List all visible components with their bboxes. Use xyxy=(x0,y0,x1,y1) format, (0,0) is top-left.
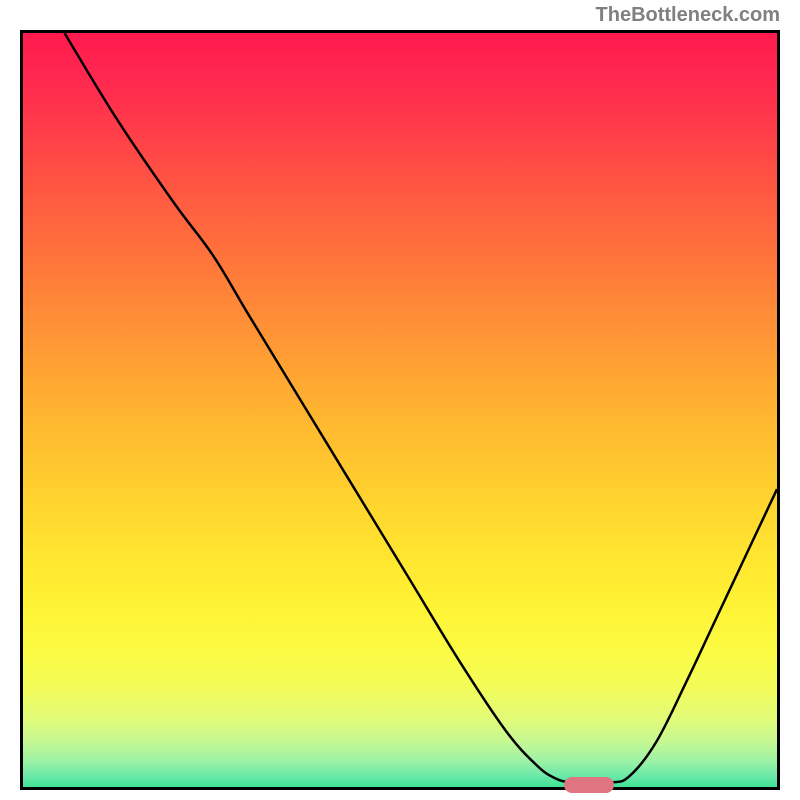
bottleneck-curve xyxy=(23,33,777,787)
bottleneck-chart xyxy=(20,30,780,790)
watermark-text: TheBottleneck.com xyxy=(596,4,780,27)
optimal-marker xyxy=(564,777,614,793)
